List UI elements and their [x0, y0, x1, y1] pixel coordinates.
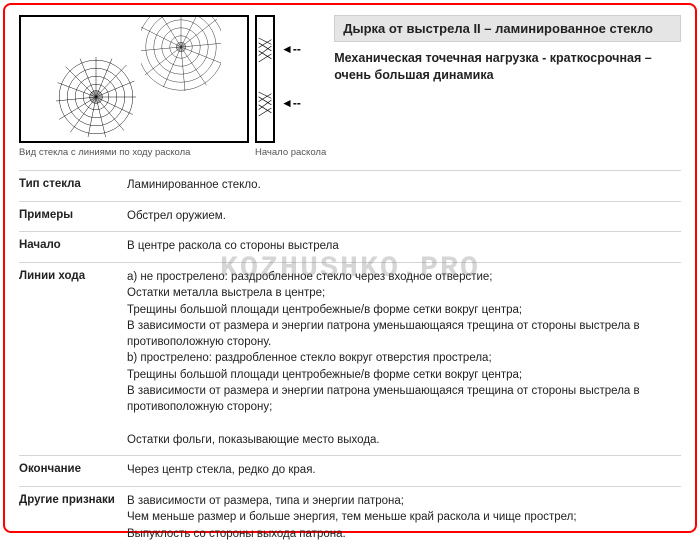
diagram-block: ◄-- ◄-- Вид стекла с линиями по ходу рас… [19, 15, 326, 158]
value-line: Трещины большой площади центробежные/в ф… [127, 303, 681, 319]
side-impact-2 [257, 89, 273, 119]
table-row: НачалоВ центре раскола со стороны выстре… [19, 231, 681, 262]
value-line: В центре раскола со стороны выстрела [127, 239, 681, 255]
value-line: Трещины большой площади центробежные/в ф… [127, 368, 681, 384]
diagram-row: ◄-- ◄-- [19, 15, 326, 143]
arrow-icon: ◄-- [281, 97, 301, 109]
table-row: Линии ходаa) не прострелено: раздробленн… [19, 262, 681, 456]
table-row: ОкончаниеЧерез центр стекла, редко до кр… [19, 455, 681, 486]
row-value: Обстрел оружием. [127, 209, 681, 226]
row-value: Ламинированное стекло. [127, 178, 681, 195]
diagram-captions: Вид стекла с линиями по ходу раскола Нач… [19, 147, 326, 158]
row-label: Начало [19, 239, 127, 256]
value-line: Обстрел оружием. [127, 209, 681, 225]
value-line: Ламинированное стекло. [127, 178, 681, 194]
value-line: В зависимости от размера и энергии патро… [127, 319, 681, 350]
value-line: Выпуклость со стороны выхода патрона. [127, 527, 681, 543]
glass-front-view [19, 15, 249, 143]
table-row: ПримерыОбстрел оружием. [19, 201, 681, 232]
value-line: В зависимости от размера, типа и энергии… [127, 494, 681, 510]
value-line: Чем меньше размер и больше энергия, тем … [127, 510, 681, 526]
bullet-crack-2 [141, 15, 221, 87]
caption-side: Начало раскола [251, 147, 326, 158]
caption-front: Вид стекла с линиями по ходу раскола [19, 147, 251, 158]
title-bar: Дырка от выстрела II – ламинированное ст… [334, 15, 681, 42]
arrow-icon: ◄-- [281, 43, 301, 55]
row-value: Через центр стекла, редко до края. [127, 463, 681, 480]
properties-table: Тип стеклаЛаминированное стекло.ПримерыО… [19, 170, 681, 549]
impact-arrows: ◄-- ◄-- [281, 15, 307, 143]
header-box: Дырка от выстрела II – ламинированное ст… [334, 15, 681, 84]
row-label: Тип стекла [19, 178, 127, 195]
subtitle: Механическая точечная нагрузка - краткос… [334, 50, 681, 84]
row-label: Примеры [19, 209, 127, 226]
table-row: Другие признакиВ зависимости от размера,… [19, 486, 681, 549]
glass-side-view [255, 15, 275, 143]
row-label: Окончание [19, 463, 127, 480]
bullet-crack-1 [56, 57, 136, 137]
table-row: Тип стеклаЛаминированное стекло. [19, 170, 681, 201]
side-impact-1 [257, 35, 273, 65]
value-line: a) не прострелено: раздробленное стекло … [127, 270, 681, 286]
row-label: Линии хода [19, 270, 127, 450]
row-value: a) не прострелено: раздробленное стекло … [127, 270, 681, 450]
value-line: Остатки фольги, показывающие место выход… [127, 433, 681, 449]
value-line: Через центр стекла, редко до края. [127, 463, 681, 479]
top-row: ◄-- ◄-- Вид стекла с линиями по ходу рас… [19, 15, 681, 158]
row-value: В центре раскола со стороны выстрела [127, 239, 681, 256]
value-line [127, 416, 681, 432]
value-line: В зависимости от размера и энергии патро… [127, 384, 681, 415]
document-frame: ◄-- ◄-- Вид стекла с линиями по ходу рас… [3, 3, 697, 533]
value-line: Остатки металла выстрела в центре; [127, 286, 681, 302]
value-line: b) прострелено: раздробленное стекло вок… [127, 351, 681, 367]
